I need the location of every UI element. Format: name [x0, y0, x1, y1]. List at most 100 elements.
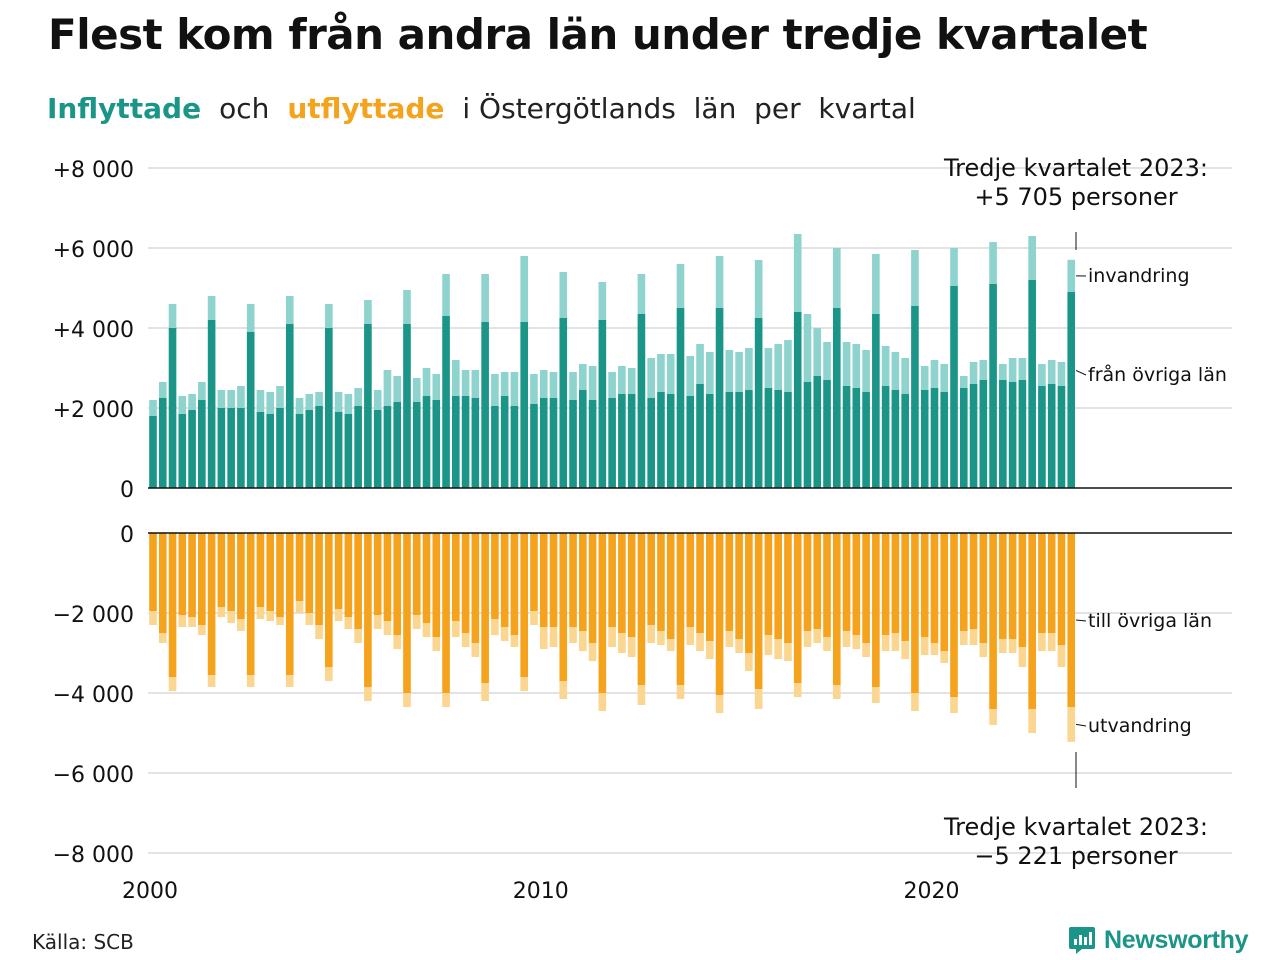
bar-outflow-domestic [852, 533, 861, 635]
bar-immigration [452, 360, 460, 396]
bar-immigration [198, 382, 206, 400]
bar-immigration [432, 374, 441, 400]
bar-emigration [549, 627, 558, 647]
bar-emigration [579, 631, 587, 651]
bar-immigration [920, 366, 929, 390]
bar-inflow-domestic [491, 406, 499, 488]
bar-outflow-domestic [969, 533, 978, 629]
bar-outflow-domestic [266, 533, 275, 611]
bar-immigration [686, 356, 695, 396]
bar-outflow-domestic [364, 533, 372, 687]
bar-emigration [276, 617, 284, 625]
bar-emigration [715, 695, 724, 713]
bar-outflow-domestic [784, 533, 792, 643]
bar-inflow-domestic [393, 402, 402, 488]
bar-inflow-domestic [637, 314, 646, 488]
bar-outflow-domestic [637, 533, 646, 685]
bar-emigration [412, 615, 421, 629]
bar-emigration [930, 643, 939, 655]
label-invandring: invandring [1088, 265, 1190, 287]
bar-immigration [373, 390, 382, 410]
subtitle-rest: i Östergötlands län per kvartal [462, 92, 916, 125]
bar-outflow-domestic [686, 533, 695, 627]
bar-immigration [276, 386, 284, 408]
bar-inflow-domestic [207, 320, 216, 488]
y-tick-label-upper: +6 000 [53, 238, 134, 263]
bar-immigration [530, 374, 538, 404]
bar-immigration [285, 296, 294, 324]
subtitle-and-word: och [219, 92, 270, 125]
bar-immigration [666, 354, 675, 394]
bar-immigration [823, 342, 831, 380]
bar-outflow-domestic [862, 533, 870, 643]
bar-outflow-domestic [696, 533, 704, 633]
bar-immigration [696, 344, 704, 384]
bar-outflow-domestic [383, 533, 392, 621]
bar-outflow-domestic [1047, 533, 1056, 633]
bar-immigration [764, 348, 773, 388]
bar-outflow-domestic [549, 533, 558, 627]
bar-emigration [959, 631, 968, 645]
bar-emigration [198, 625, 206, 635]
annotations: Tredje kvartalet 2023:+5 705 personerTre… [943, 154, 1208, 870]
bar-inflow-domestic [246, 332, 255, 488]
newsworthy-icon [1069, 927, 1095, 954]
bar-emigration [891, 633, 900, 651]
bar-outflow-domestic [373, 533, 382, 615]
bar-outflow-domestic [735, 533, 743, 639]
label-till-ovriga-lan-leader [1075, 619, 1087, 622]
bar-outflow-domestic [217, 533, 226, 607]
bar-immigration [1018, 358, 1027, 380]
bar-immigration [999, 364, 1007, 380]
bar-inflow-domestic [432, 400, 441, 488]
bar-outflow-domestic [657, 533, 665, 631]
bar-emigration [852, 635, 861, 649]
bar-outflow-domestic [598, 533, 607, 693]
bar-outflow-domestic [1067, 533, 1076, 707]
bar-outflow-domestic [285, 533, 294, 675]
bar-emigration [383, 621, 392, 635]
bar-immigration [500, 372, 509, 396]
bar-outflow-domestic [559, 533, 568, 681]
bar-emigration [334, 609, 343, 621]
bar-inflow-domestic [237, 408, 245, 488]
bar-inflow-domestic [403, 324, 411, 488]
bar-inflow-domestic [764, 388, 773, 488]
bar-emigration [774, 639, 782, 659]
bar-inflow-domestic [344, 414, 353, 488]
bar-outflow-domestic [334, 533, 343, 609]
label-utvandring: utvandring [1088, 715, 1192, 737]
bar-emigration [793, 683, 802, 697]
bar-immigration [178, 396, 187, 414]
bar-inflow-domestic [383, 406, 392, 488]
x-tick-label: 2010 [513, 879, 569, 904]
bar-outflow-domestic [442, 533, 450, 693]
bar-inflow-domestic [276, 408, 284, 488]
bar-immigration [344, 394, 353, 414]
bar-outflow-domestic [344, 533, 353, 617]
bar-immigration [588, 366, 597, 400]
bar-emigration [1008, 639, 1017, 653]
bar-immigration [325, 304, 333, 328]
bar-immigration [569, 372, 577, 400]
bar-immigration [412, 378, 421, 402]
bar-outflow-domestic [999, 533, 1007, 639]
bar-inflow-domestic [930, 388, 939, 488]
bar-immigration [520, 256, 529, 322]
bar-immigration [862, 350, 870, 392]
bar-emigration [393, 635, 402, 649]
bar-immigration [207, 296, 216, 320]
bar-inflow-domestic [178, 414, 187, 488]
bar-emigration [344, 617, 353, 629]
bar-emigration [1028, 709, 1036, 733]
bar-emigration [676, 685, 685, 699]
bar-emigration [1057, 645, 1066, 667]
bar-immigration [481, 274, 489, 322]
bar-immigration [784, 340, 792, 392]
bar-outflow-domestic [178, 533, 187, 615]
annotation-bottom-line1: Tredje kvartalet 2023: [943, 813, 1208, 841]
bar-inflow-domestic [188, 410, 196, 488]
bar-inflow-domestic [676, 308, 685, 488]
bar-inflow-domestic [911, 306, 919, 488]
bar-inflow-domestic [598, 320, 607, 488]
